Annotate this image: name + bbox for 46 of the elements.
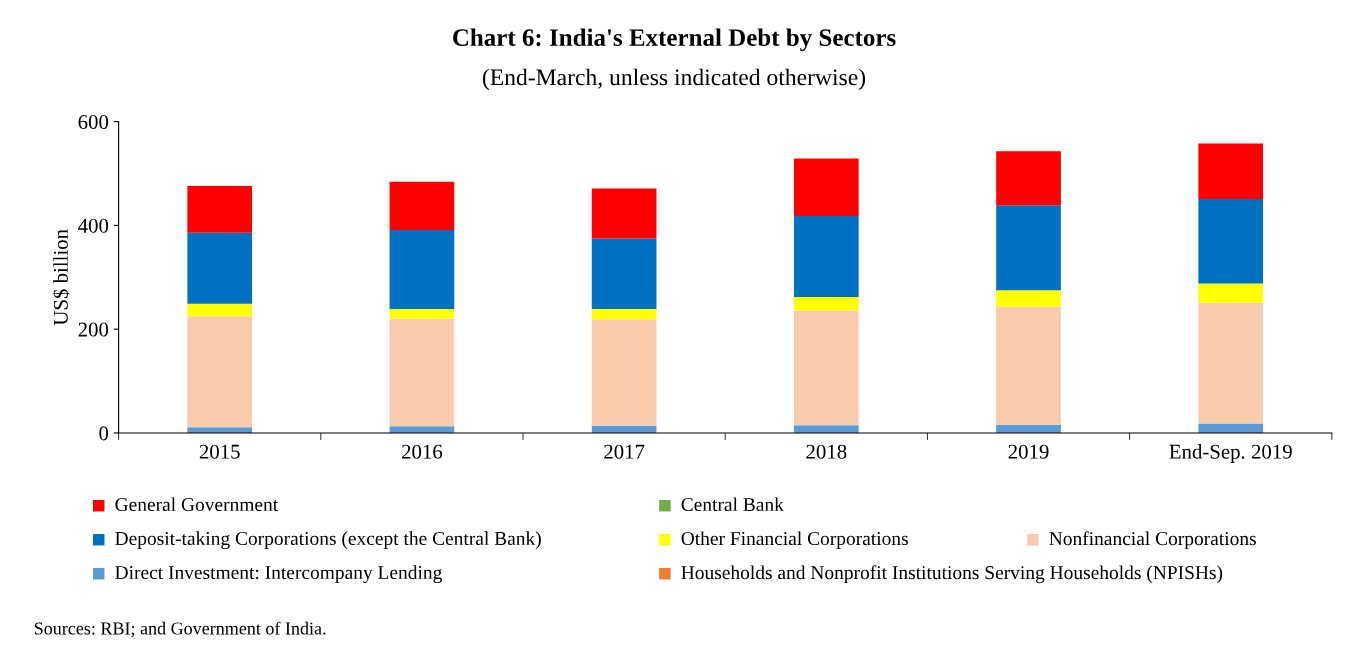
- chart-title: Chart 6: India's External Debt by Sectors: [453, 28, 896, 52]
- y-tick-label: 400: [78, 218, 109, 233]
- bar: [389, 318, 455, 427]
- y-tick-label: 0: [99, 426, 109, 441]
- x-tick-label: 2016: [402, 444, 443, 459]
- bar: [187, 232, 253, 304]
- bar: [591, 308, 657, 320]
- x-tick-label: 2018: [806, 444, 847, 459]
- legend-label: Deposit-taking Corporations (except the Central Bank): [115, 531, 541, 550]
- bar: [591, 188, 657, 239]
- y-axis-title: US$ billion: [52, 229, 70, 326]
- y-tick-label: 200: [78, 322, 109, 337]
- bar: [389, 181, 455, 231]
- bar: [996, 306, 1061, 425]
- bar: [1198, 302, 1264, 424]
- bar: [996, 205, 1061, 291]
- bar: [996, 290, 1061, 307]
- bar: [187, 303, 253, 317]
- bar: [793, 216, 859, 298]
- bar: [389, 308, 455, 319]
- chart-subtitle: (End-March, unless indicated otherwise): [482, 68, 866, 91]
- x-tick-label: End-Sep. 2019: [1169, 444, 1292, 463]
- legend-label: Central Bank: [681, 497, 784, 512]
- bar: [996, 151, 1061, 206]
- bar: [1198, 143, 1264, 199]
- x-tick-label: 2017: [604, 444, 645, 459]
- bar: [1198, 283, 1264, 303]
- bar: [1198, 198, 1264, 284]
- source-note: Sources: RBI; and Government of India.: [34, 621, 326, 638]
- bar: [793, 158, 859, 217]
- y-tick-label: 600: [78, 115, 109, 130]
- legend-label: Direct Investment: Intercompany Lending: [115, 565, 442, 584]
- x-tick-label: 2019: [1008, 444, 1049, 459]
- legend-label: Nonfinancial Corporations: [1049, 531, 1256, 550]
- bar: [187, 316, 253, 428]
- bar: [187, 185, 253, 233]
- legend-label: Households and Nonprofit Institutions Serving Households (NPISHs): [681, 565, 1223, 584]
- bar: [793, 297, 859, 311]
- bar: [591, 319, 657, 426]
- legend-label: Other Financial Corporations: [681, 531, 908, 550]
- bar: [591, 238, 657, 309]
- x-tick-label: 2015: [199, 444, 240, 459]
- bar: [793, 425, 859, 433]
- bar: [389, 230, 455, 309]
- legend-label: General Government: [115, 497, 279, 512]
- bar: [793, 310, 859, 426]
